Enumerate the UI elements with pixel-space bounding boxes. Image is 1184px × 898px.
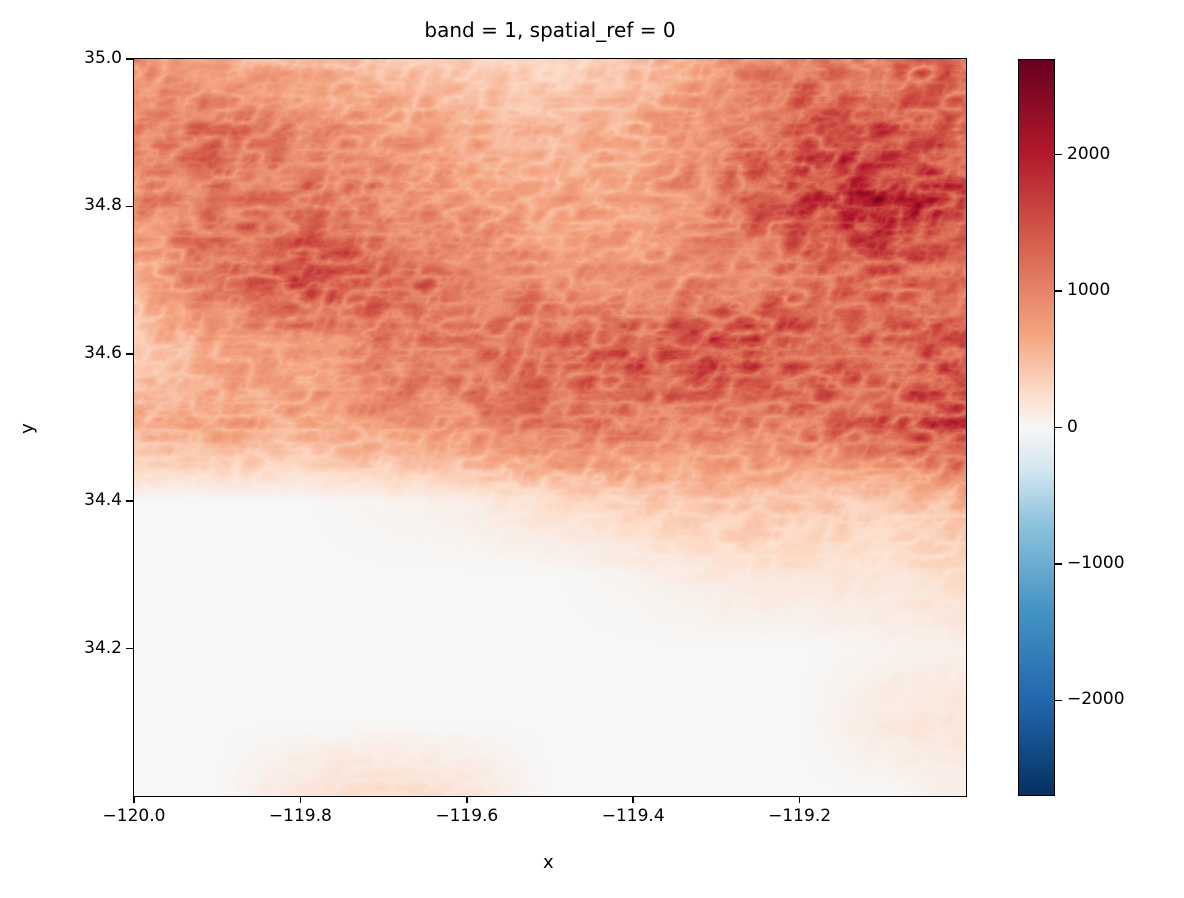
colorbar-tick bbox=[1055, 290, 1062, 292]
y-axis-label: y bbox=[16, 423, 38, 434]
colorbar-tick-label: 1000 bbox=[1067, 280, 1111, 301]
y-tick-label: 34.4 bbox=[84, 490, 122, 511]
chart-title: band = 1, spatial_ref = 0 bbox=[424, 18, 676, 42]
x-tick-label: −119.8 bbox=[268, 806, 332, 826]
colorbar-tick bbox=[1055, 563, 1062, 565]
y-tick bbox=[126, 647, 133, 650]
y-tick bbox=[126, 500, 133, 502]
x-tick-label: −119.6 bbox=[435, 806, 499, 826]
plot-area bbox=[134, 59, 966, 796]
y-tick bbox=[126, 205, 133, 208]
x-tick bbox=[632, 796, 634, 803]
y-tick bbox=[126, 58, 133, 60]
x-tick-label: −119.2 bbox=[768, 806, 832, 826]
colorbar-tick bbox=[1055, 153, 1062, 156]
elevation-heatmap bbox=[134, 59, 966, 796]
x-tick-label: −120.0 bbox=[102, 806, 166, 826]
colorbar-tick-label: 2000 bbox=[1067, 143, 1111, 164]
x-tick-label: −119.4 bbox=[601, 806, 665, 826]
colorbar-tick bbox=[1055, 426, 1062, 429]
x-tick bbox=[133, 796, 135, 803]
y-tick bbox=[126, 353, 133, 355]
x-tick bbox=[299, 796, 302, 803]
y-tick-label: 34.6 bbox=[84, 342, 122, 363]
colorbar-tick-label: −2000 bbox=[1067, 689, 1125, 710]
y-tick-label: 35.0 bbox=[84, 48, 122, 68]
colorbar bbox=[1018, 59, 1055, 796]
y-tick-label: 34.8 bbox=[84, 195, 122, 216]
x-tick bbox=[466, 796, 468, 803]
x-axis-label: x bbox=[543, 852, 554, 873]
colorbar-tick-label: 0 bbox=[1067, 416, 1078, 437]
x-tick bbox=[798, 796, 801, 803]
y-tick-label: 34.2 bbox=[84, 637, 122, 658]
colorbar-tick-label: −1000 bbox=[1067, 552, 1125, 573]
colorbar-tick bbox=[1055, 699, 1062, 702]
